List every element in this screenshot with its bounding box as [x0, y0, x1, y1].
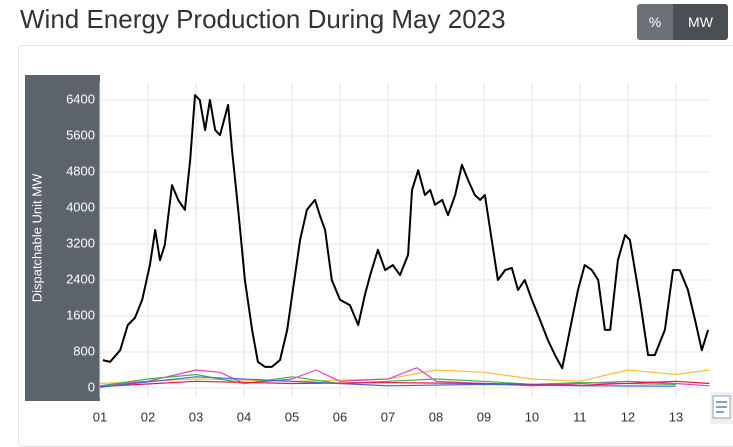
series-line [99, 376, 676, 388]
x-tick-label: 07 [381, 409, 395, 424]
x-tick-label: 11 [573, 409, 587, 424]
y-tick-label: 5600 [66, 127, 95, 142]
series-line [102, 94, 710, 370]
x-tick-label: 03 [189, 409, 203, 424]
series-line [99, 373, 676, 387]
y-axis-band [25, 75, 100, 401]
x-tick-label: 02 [141, 409, 155, 424]
percent-button[interactable]: % [637, 4, 673, 40]
x-tick-label: 13 [669, 409, 683, 424]
page: Wind Energy Production During May 2023 %… [18, 4, 733, 447]
y-tick-label: 3200 [66, 235, 95, 250]
x-tick-label: 04 [237, 409, 251, 424]
plot-area [99, 82, 710, 398]
y-tick-label: 4800 [66, 163, 95, 178]
unit-toggle: % MW [637, 4, 728, 40]
y-tick-label: 800 [73, 343, 95, 358]
x-tick-label: 01 [93, 409, 107, 424]
x-tick-label: 06 [333, 409, 347, 424]
series-line [99, 369, 710, 385]
mw-button[interactable]: MW [673, 4, 728, 40]
menu-icon[interactable] [710, 392, 733, 424]
x-tick-label: 09 [477, 409, 491, 424]
page-title: Wind Energy Production During May 2023 [20, 4, 506, 34]
x-tick-label: 12 [621, 409, 635, 424]
x-tick-label: 08 [429, 409, 443, 424]
x-tick-label: 05 [285, 409, 299, 424]
y-tick-label: 0 [88, 379, 95, 394]
y-tick-label: 2400 [66, 271, 95, 286]
y-axis-label: Dispatchable Unit MW [29, 173, 44, 302]
y-tick-label: 1600 [66, 307, 95, 322]
series-line [99, 380, 710, 388]
chart: Dispatchable Unit MW 0 800 1600 2400 3200 400… [25, 75, 733, 424]
y-tick-label: 4000 [66, 199, 95, 214]
y-tick-label: 6400 [66, 91, 95, 106]
x-tick-label: 10 [525, 409, 539, 424]
